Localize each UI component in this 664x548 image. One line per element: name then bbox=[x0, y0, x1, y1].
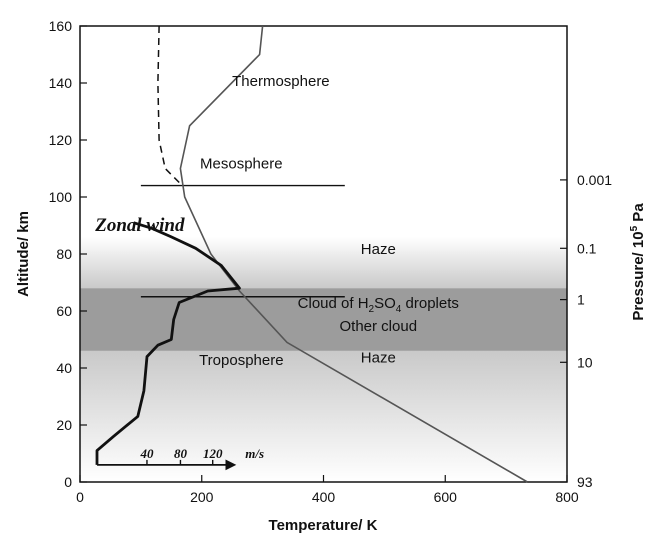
wind-tick-label: 80 bbox=[174, 446, 188, 461]
y-tick-label: 120 bbox=[49, 132, 73, 148]
zonal-wind-title: Zonal wind bbox=[94, 215, 185, 236]
cloud-label-end: droplets bbox=[401, 295, 459, 312]
pressure-label-main: Pressure/ 10 bbox=[630, 231, 647, 320]
y-tick-label: 40 bbox=[56, 360, 72, 376]
cloud-label-sub1: 2 bbox=[369, 304, 375, 315]
x-tick-label: 200 bbox=[190, 489, 214, 505]
cloud-label-main: Cloud of H bbox=[298, 295, 369, 312]
wind-tick-label: 40 bbox=[139, 446, 154, 461]
y-tick-label: 0 bbox=[64, 474, 72, 490]
cloud-label: Cloud of H2SO4 droplets bbox=[298, 295, 459, 315]
temperature-profile-line bbox=[179, 25, 528, 483]
layer-label: Mesosphere bbox=[200, 156, 283, 173]
layer-labels: Thermosphere Mesosphere Troposphere bbox=[199, 73, 330, 369]
layer-boundaries bbox=[140, 184, 345, 298]
other-cloud-label: Other cloud bbox=[340, 318, 418, 335]
temperature-dashed-line bbox=[157, 25, 183, 187]
cloud-band bbox=[80, 288, 567, 351]
y-axis-label: Altitude/ km bbox=[15, 211, 32, 297]
haze-lower-band bbox=[80, 350, 567, 482]
x-tick-label: 800 bbox=[555, 489, 579, 505]
x-tick-label: 600 bbox=[434, 489, 458, 505]
haze-upper-band bbox=[80, 236, 567, 289]
x-axis-label: Temperature/ K bbox=[269, 517, 378, 534]
pressure-tick-label: 0.001 bbox=[577, 172, 612, 188]
layer-label: Troposphere bbox=[199, 352, 284, 369]
haze-lower-label: Haze bbox=[361, 349, 396, 366]
pressure-axis-label: Pressure/ 105 Pa bbox=[629, 203, 647, 321]
pressure-tick-label: 0.1 bbox=[577, 240, 597, 256]
y-tick-label: 20 bbox=[56, 417, 72, 433]
wind-unit-label: m/s bbox=[245, 446, 264, 461]
cloud-label-sub2: 4 bbox=[396, 304, 402, 315]
haze-upper-label: Haze bbox=[361, 241, 396, 258]
layer-label: Thermosphere bbox=[232, 73, 330, 90]
zonal-wind-line bbox=[95, 221, 241, 465]
pressure-tick-label: 10 bbox=[577, 354, 593, 370]
y-tick-label: 100 bbox=[49, 189, 73, 205]
y-tick-label: 80 bbox=[56, 246, 72, 262]
x-tick-label: 0 bbox=[76, 489, 84, 505]
pressure-label-sup: 5 bbox=[629, 225, 640, 231]
cloud-label-mid: SO bbox=[374, 295, 396, 312]
pressure-label-unit: Pa bbox=[630, 203, 647, 226]
y-tick-label: 60 bbox=[56, 303, 72, 319]
y-tick-label: 160 bbox=[49, 18, 73, 34]
zonal-wind-ticks: 40 80 120 m/s bbox=[139, 446, 264, 465]
pressure-tick-label: 1 bbox=[577, 292, 585, 308]
x-tick-label: 400 bbox=[312, 489, 336, 505]
pressure-tick-label: 93 bbox=[577, 474, 593, 490]
wind-tick-label: 120 bbox=[203, 446, 223, 461]
axis-ticks: 0 200 400 600 800 0 20 40 60 80 100 120 140 160 93 10 1 0… bbox=[49, 18, 613, 505]
y-tick-label: 140 bbox=[49, 75, 73, 91]
